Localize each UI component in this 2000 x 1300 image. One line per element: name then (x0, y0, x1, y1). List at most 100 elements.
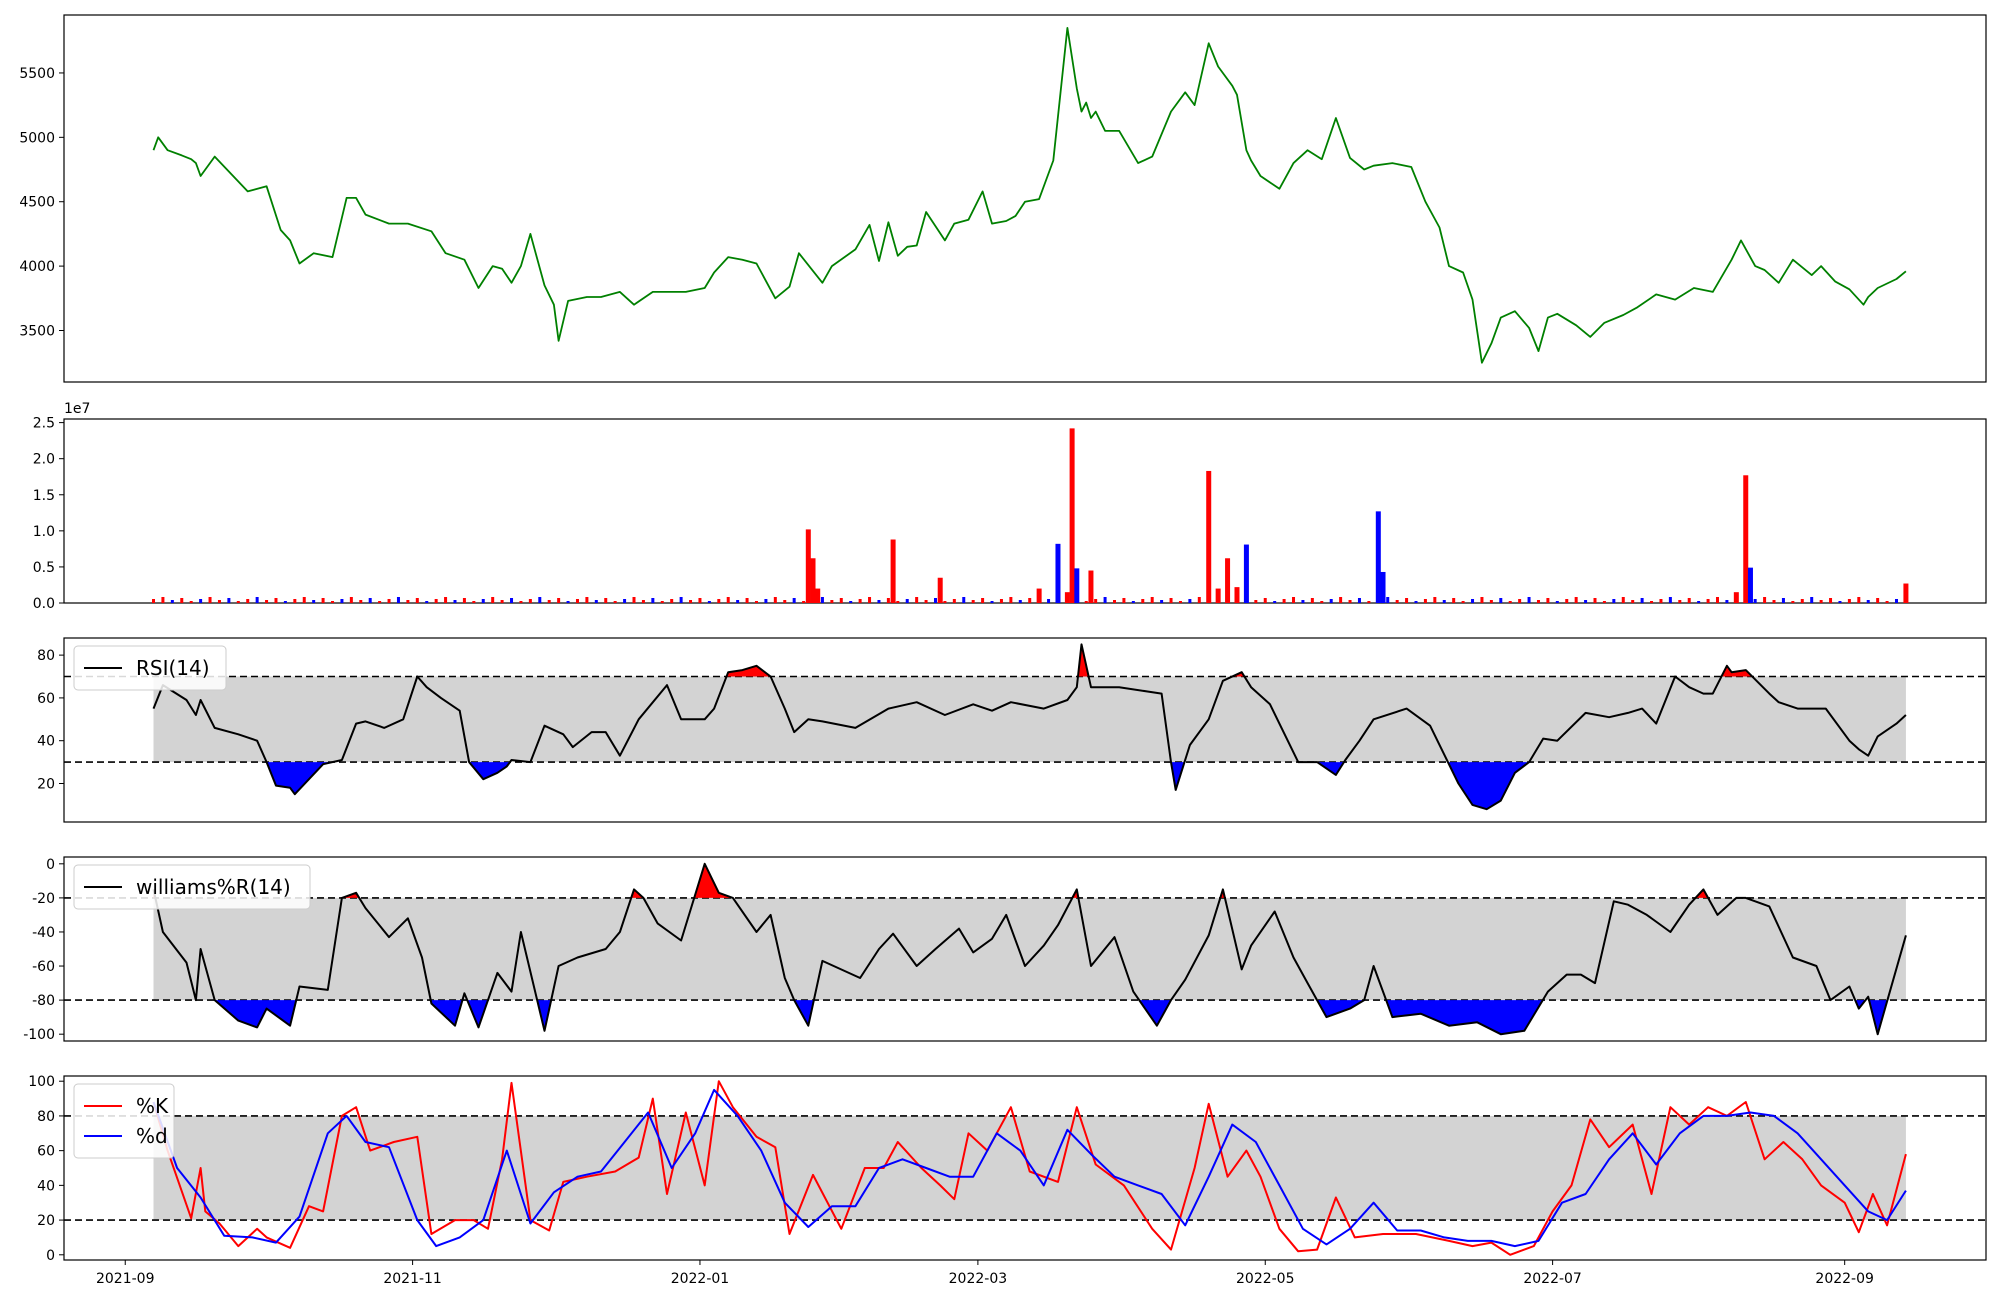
volume-bar (1733, 592, 1739, 603)
volume-bar-small (1546, 598, 1550, 603)
volume-bar (1064, 592, 1070, 603)
volume-bar-small (312, 600, 316, 603)
xtick-label: 2021-09 (96, 1271, 155, 1287)
stoch-legend-label: %d (136, 1124, 168, 1148)
volume-bar-small (1254, 600, 1258, 603)
volume-bar-small (717, 599, 721, 603)
volume-bar (1055, 543, 1061, 603)
xtick-label: 2022-01 (671, 1271, 730, 1287)
volume-bar-small (1018, 600, 1022, 603)
volume-bar-small (378, 601, 382, 603)
volume-bar-small (255, 597, 259, 603)
volume-bar (810, 558, 816, 603)
stoch-panel: 0 20 40 60 80 100 %K %d 2021-09 2021-11 2022-01 202… (28, 1074, 1987, 1287)
volume-bar-small (1612, 599, 1616, 603)
rsi-panel: 20 40 60 80 RSI(14) (37, 637, 1987, 823)
volume-bar-small (359, 600, 363, 603)
stoch-ytick-label: 80 (37, 1109, 55, 1125)
stoch-ytick-label: 40 (37, 1178, 55, 1194)
volume-bar-small (623, 599, 627, 603)
price-panel: 3500 4000 4500 5000 5500 (19, 14, 1987, 383)
volume-bar-small (538, 597, 542, 603)
rsi-legend (73, 645, 227, 691)
volume-ytick-label: 2.0 (33, 452, 55, 468)
volume-bar-small (820, 597, 824, 603)
rsi-ytick-label: 60 (37, 691, 55, 707)
volume-axes-frame (63, 418, 1987, 604)
volume-bar-small (1329, 599, 1333, 603)
volume-bar-small (877, 600, 881, 603)
volume-bar-small (585, 597, 589, 603)
volume-bar-small (321, 598, 325, 603)
volume-bar-small (161, 597, 165, 603)
volume-bar-small (575, 599, 579, 603)
volume-bar-small (217, 600, 221, 603)
volume-bar-small (1857, 597, 1861, 603)
volume-bar-small (293, 599, 297, 603)
volume-bar-small (1414, 601, 1418, 603)
volume-bar-small (981, 598, 985, 603)
volume-bar-small (1508, 601, 1512, 603)
volume-bar (1069, 428, 1075, 603)
volume-bar-small (651, 598, 655, 603)
volume-bar-small (1866, 600, 1870, 603)
volume-bar-small (1339, 597, 1343, 603)
williams-ytick-label: -80 (32, 993, 55, 1009)
volume-bar (1380, 571, 1386, 603)
volume-bar (1234, 587, 1240, 603)
volume-bar-small (510, 598, 514, 603)
volume-bar-small (754, 601, 758, 603)
volume-bar-small (1150, 597, 1154, 603)
volume-bar-small (632, 597, 636, 603)
volume-bar-small (1753, 599, 1757, 603)
volume-bar-small (1706, 599, 1710, 603)
volume-bar-small (896, 601, 900, 603)
volume-bar-small (528, 599, 532, 603)
volume-panel: 0.0 0.5 1.0 1.5 2.0 2.5 1e7 (33, 401, 1987, 612)
volume-bar-small (1894, 599, 1898, 603)
volume-ytick-label: 1.0 (33, 524, 55, 540)
volume-bar-small (434, 599, 438, 603)
volume-bar-small (1103, 597, 1107, 603)
volume-ytick-label: 1.5 (33, 488, 55, 504)
williams-oversold-fill (1139, 1000, 1171, 1026)
volume-bar-small (415, 598, 419, 603)
price-ytick-label: 5000 (19, 130, 55, 146)
williams-panel: -100 -80 -60 -40 -20 0 williams%R(14) (23, 856, 1987, 1043)
volume-bar-small (1885, 601, 1889, 603)
volume-bar-small (689, 600, 693, 603)
williams-legend (73, 864, 311, 910)
volume-bar-small (726, 597, 730, 603)
volume-bar-small (933, 598, 937, 603)
volume-bar-small (1160, 600, 1164, 603)
volume-bar-small (1047, 599, 1051, 603)
stoch-ytick-label: 100 (28, 1074, 55, 1090)
rsi-ytick-label: 40 (37, 734, 55, 750)
volume-bar (1036, 588, 1042, 603)
volume-bar-small (1348, 600, 1352, 603)
volume-bar-small (1819, 600, 1823, 603)
volume-bar-small (1574, 597, 1578, 603)
volume-bar (890, 539, 896, 603)
volume-bar-small (1197, 597, 1201, 603)
volume-bar-small (1847, 599, 1851, 603)
volume-bar (937, 577, 943, 603)
volume-bar (1225, 558, 1231, 603)
volume-bar-small (331, 601, 335, 603)
stoch-legend (73, 1083, 175, 1159)
volume-bar-small (1282, 599, 1286, 603)
volume-bar (1375, 511, 1381, 603)
volume-bar-small (1471, 599, 1475, 603)
volume-bar-small (1367, 601, 1371, 603)
volume-bar (1215, 588, 1221, 603)
volume-bar-small (462, 598, 466, 603)
rsi-overbought-fill (1721, 665, 1753, 677)
volume-bar-small (736, 600, 740, 603)
volume-bar-small (1697, 601, 1701, 603)
volume-bar-small (189, 601, 193, 603)
volume-bar-small (641, 600, 645, 603)
volume-bar-small (1659, 599, 1663, 603)
volume-bar-small (208, 597, 212, 603)
stoch-ytick-label: 0 (46, 1248, 55, 1264)
